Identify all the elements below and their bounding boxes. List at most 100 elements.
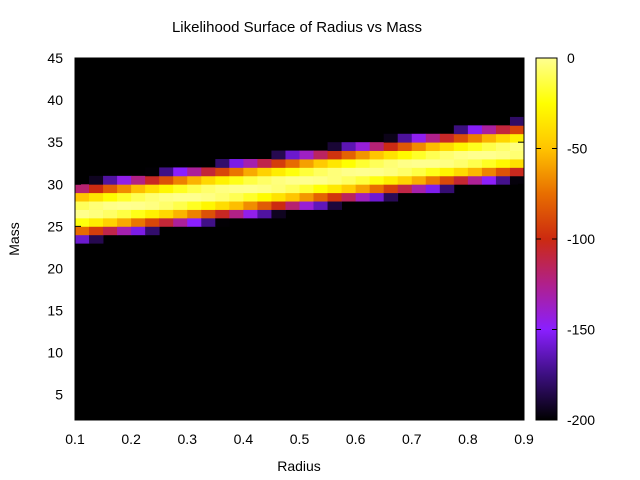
x-tick-label: 0.9 (514, 431, 534, 447)
heatmap-cell (355, 167, 371, 177)
heatmap-cell (481, 175, 497, 185)
heatmap-cell (327, 192, 342, 202)
heatmap-cell (257, 201, 272, 210)
heatmap-cell (299, 201, 314, 210)
heatmap-cell (271, 167, 286, 177)
heatmap-cell (439, 184, 455, 194)
heatmap-cell (425, 159, 441, 168)
heatmap-cell (159, 175, 174, 185)
heatmap-cell (425, 175, 441, 185)
heatmap-cell (411, 184, 427, 194)
heatmap-cell (369, 167, 385, 177)
heatmap-cell (243, 175, 258, 185)
heatmap-cell (89, 184, 104, 194)
y-axis-label: Mass (6, 222, 22, 255)
chart-title: Likelihood Surface of Radius vs Mass (172, 19, 422, 36)
heatmap-cell (313, 201, 328, 210)
x-tick-label: 0.6 (346, 431, 366, 447)
heatmap-cell (481, 125, 497, 135)
heatmap-cell (411, 159, 427, 168)
heatmap-cell (215, 192, 230, 202)
heatmap-cell (397, 184, 413, 194)
heatmap-cell (271, 175, 286, 185)
heatmap-cell (299, 150, 314, 160)
heatmap-cell (439, 150, 455, 160)
heatmap-cell (411, 142, 427, 152)
heatmap-cell (187, 209, 202, 219)
x-tick-label: 0.7 (402, 431, 422, 447)
heatmap-cell (411, 133, 427, 143)
y-tick-label: 15 (47, 303, 63, 319)
heatmap-cell (89, 209, 104, 219)
heatmap-cell (215, 209, 230, 219)
heatmap-cell (187, 175, 202, 185)
heatmap-cell (327, 159, 342, 168)
heatmap-cell (257, 167, 272, 177)
heatmap-cell (411, 167, 427, 177)
heatmap-cell (495, 133, 511, 143)
heatmap-cell (327, 150, 342, 160)
heatmap-cell (145, 226, 160, 236)
heatmap-cell (453, 175, 469, 185)
heatmap-cell (481, 150, 497, 160)
heatmap-cell (159, 209, 174, 219)
heatmap-cell (271, 150, 286, 160)
heatmap-cell (397, 150, 413, 160)
plot-area (75, 58, 524, 420)
heatmap-cell (117, 226, 132, 236)
heatmap-cell (285, 192, 300, 202)
heatmap-cell (425, 142, 441, 152)
heatmap-cell (313, 192, 328, 202)
heatmap-cell (383, 150, 399, 160)
heatmap-cell (229, 175, 244, 185)
heatmap-cell (271, 184, 286, 194)
colorbar-tick-label: -100 (567, 231, 595, 247)
heatmap-cell (299, 167, 314, 177)
heatmap-cell (495, 125, 511, 135)
heatmap-cell (117, 217, 132, 227)
heatmap-cell (467, 175, 483, 185)
heatmap-cell (509, 125, 525, 135)
heatmap-cell (173, 167, 188, 177)
heatmap-cell (271, 209, 286, 219)
colorbar-tick-label: -50 (567, 141, 587, 157)
x-axis-ticks: 0.1 0.2 0.3 0.4 0.5 0.6 0.7 0.8 0.9 (65, 58, 534, 447)
heatmap-cell (75, 192, 90, 202)
heatmap-cell (131, 226, 146, 236)
heatmap-cell (383, 175, 399, 185)
heatmap-cell (159, 201, 174, 210)
y-axis-ticks: 5 10 15 20 25 30 35 40 45 (47, 50, 524, 403)
heatmap-cell (439, 142, 455, 152)
heatmap-cell (509, 150, 525, 160)
heatmap-cell (327, 201, 342, 210)
heatmap-cell (439, 159, 455, 168)
heatmap-cell (467, 150, 483, 160)
heatmap-cell (369, 184, 385, 194)
heatmap-cell (159, 192, 174, 202)
heatmap-cell (243, 201, 258, 210)
heatmap-cell (467, 125, 483, 135)
heatmap-cell (369, 159, 385, 168)
heatmap-cell (369, 175, 385, 185)
heatmap-cell (383, 159, 399, 168)
y-tick-label: 30 (47, 176, 63, 192)
heatmap-cell (425, 133, 441, 143)
heatmap-cell (397, 142, 413, 152)
heatmap-cell (89, 192, 104, 202)
heatmap-cell (481, 159, 497, 168)
heatmap-cell (117, 192, 132, 202)
heatmap-cell (509, 133, 525, 143)
heatmap-cell (313, 150, 328, 160)
x-axis-label: Radius (277, 458, 321, 474)
heatmap-cell (145, 209, 160, 219)
x-tick-label: 0.2 (121, 431, 141, 447)
y-tick-label: 5 (55, 387, 63, 403)
heatmap-cell (229, 167, 244, 177)
heatmap-cell (257, 184, 272, 194)
heatmap-cell (89, 217, 104, 227)
heatmap-cell (117, 175, 132, 185)
heatmap-cell (411, 150, 427, 160)
heatmap-cell (411, 175, 427, 185)
heatmap-cell (341, 175, 357, 185)
heatmap-cell (173, 184, 188, 194)
